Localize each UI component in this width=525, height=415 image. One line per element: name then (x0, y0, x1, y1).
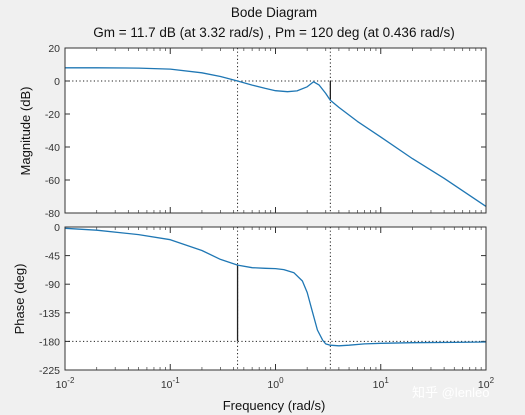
magnitude-y-tick-label: -40 (45, 142, 60, 154)
phase-curve (64, 227, 487, 347)
magnitude-axis-label: Magnitude (dB) (18, 87, 33, 176)
phase-y-tick-label: 0 (54, 222, 60, 234)
phase-plot-area (65, 227, 486, 370)
magnitude-y-tick-label: 0 (54, 76, 60, 88)
x-tick-label: 102 (478, 376, 495, 391)
x-tick-label: 10-1 (161, 376, 180, 391)
magnitude-axes-frame (64, 47, 487, 214)
magnitude-panel: 20 0 -20 -40 -60 -80 (45, 43, 487, 220)
phase-axes-frame (64, 226, 487, 371)
phase-y-tick-label: -135 (39, 308, 60, 320)
phase-axis-label: Phase (deg) (12, 264, 27, 335)
phase-y-tick-label: -45 (45, 251, 60, 263)
x-tick-label: 10-2 (56, 376, 75, 391)
phase-y-tick-label: -90 (45, 279, 60, 291)
watermark-text: 知乎 @lenleo (412, 385, 490, 400)
magnitude-y-tick-label: 20 (48, 43, 60, 55)
frequency-axis-label: Frequency (rad/s) (223, 398, 326, 413)
magnitude-y-tick-label: -60 (45, 175, 60, 187)
magnitude-curve (65, 67, 487, 207)
x-tick-label: 101 (373, 376, 390, 391)
x-tick-label: 100 (267, 376, 284, 391)
phase-y-tick-label: -225 (39, 365, 60, 377)
magnitude-y-tick-label: -20 (45, 109, 60, 121)
chart-title: Bode Diagram (231, 5, 317, 20)
magnitude-plot-area (65, 48, 486, 213)
magnitude-y-tick-label: -80 (45, 208, 60, 220)
chart-subtitle: Gm = 11.7 dB (at 3.32 rad/s) , Pm = 120 … (93, 25, 454, 40)
phase-y-tick-label: -180 (39, 336, 60, 348)
